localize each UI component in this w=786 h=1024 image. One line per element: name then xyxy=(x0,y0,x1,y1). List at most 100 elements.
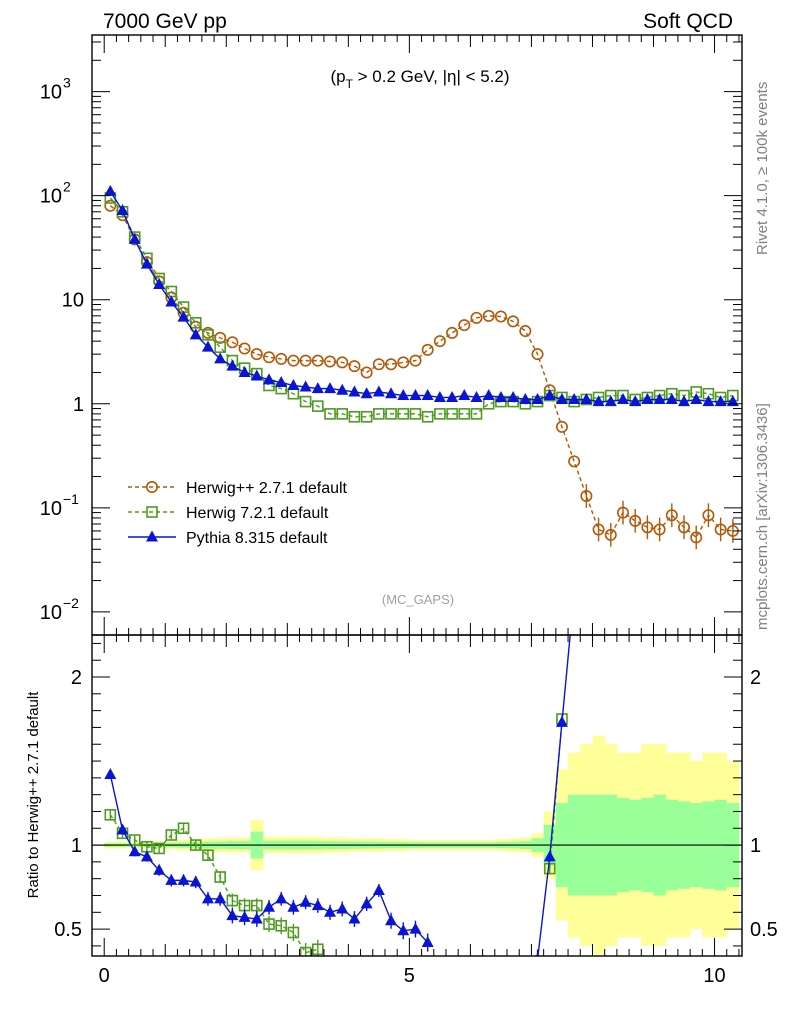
data-point-triangle xyxy=(690,392,703,404)
data-point-square xyxy=(189,317,202,329)
data-point-circle xyxy=(397,356,410,369)
data-point-triangle xyxy=(299,380,312,392)
data-point-triangle xyxy=(482,389,495,401)
data-point-square xyxy=(202,329,214,341)
ratio-point-triangle xyxy=(116,823,129,835)
data-point-circle xyxy=(385,358,398,371)
data-point-triangle xyxy=(140,257,153,269)
ratio-frame xyxy=(91,634,743,957)
data-point-triangle xyxy=(275,376,288,388)
ratio-point-triangle xyxy=(140,850,153,862)
ratio-point-triangle xyxy=(128,845,141,857)
data-point-triangle xyxy=(250,369,263,381)
legend-marker-triangle xyxy=(146,530,158,542)
main-y-tick-label: 10 xyxy=(40,82,62,104)
ratio-point-triangle xyxy=(397,924,410,936)
data-point-circle xyxy=(250,348,263,361)
data-point-triangle xyxy=(153,278,166,290)
data-point-circle xyxy=(409,354,422,367)
data-point-circle xyxy=(653,523,666,536)
data-point-square xyxy=(312,400,324,412)
ratio-series-square xyxy=(104,713,568,956)
ratio-point-triangle xyxy=(226,909,239,921)
data-point-circle xyxy=(714,523,727,536)
data-point-square xyxy=(336,408,349,420)
data-point-triangle xyxy=(372,385,385,397)
data-point-circle xyxy=(592,523,605,536)
legend: Herwig++ 2.7.1 default Herwig 7.2.1 defau… xyxy=(128,480,348,547)
ratio-point-triangle xyxy=(287,900,300,912)
data-point-triangle xyxy=(336,383,349,395)
ratio-point-square xyxy=(104,809,117,821)
data-point-square xyxy=(434,408,446,420)
ratio-clipped-group xyxy=(92,635,742,956)
data-point-circle xyxy=(580,489,593,502)
main-y-tick-exponent: −2 xyxy=(63,595,79,611)
ratio-panel: 0.5 0.5 1 1 2 2 0 5 10 Ratio to Herwig++ 2.7.1 d… xyxy=(25,634,778,987)
data-point-square xyxy=(470,408,483,420)
data-point-triangle xyxy=(324,382,337,394)
data-point-circle xyxy=(421,343,434,356)
x-tick-label: 10 xyxy=(703,965,725,987)
data-point-circle xyxy=(360,366,373,379)
data-point-circle xyxy=(311,354,324,367)
data-point-circle xyxy=(104,199,117,212)
data-point-triangle xyxy=(665,392,678,404)
ratio-point-triangle xyxy=(324,905,337,917)
ratio-point-triangle xyxy=(165,873,178,885)
data-point-triangle xyxy=(604,395,617,407)
data-point-triangle xyxy=(128,232,141,244)
data-point-triangle xyxy=(311,382,324,394)
x-tick-label: 5 xyxy=(404,965,415,987)
data-point-square xyxy=(421,410,434,423)
data-point-triangle xyxy=(116,204,129,216)
main-y-tick-label: 1 xyxy=(73,394,84,416)
ratio-y-tick-label-right: 0.5 xyxy=(750,919,778,941)
ratio-point-triangle xyxy=(409,922,422,934)
data-point-triangle xyxy=(189,328,202,340)
ratio-point-triangle xyxy=(348,912,361,924)
data-point-square xyxy=(324,408,336,420)
data-point-circle xyxy=(372,358,385,371)
series-line-circle xyxy=(109,205,733,539)
data-point-circle xyxy=(702,509,715,522)
data-point-triangle xyxy=(385,387,398,399)
ratio-point-triangle xyxy=(177,873,190,885)
data-point-circle xyxy=(604,528,617,541)
cut-annotation: (pT > 0.2 GeV, |η| < 5.2) xyxy=(330,67,509,91)
header-right: Soft QCD xyxy=(643,10,733,33)
series-triangle xyxy=(104,184,739,407)
main-y-tick-label: 10 xyxy=(40,498,62,520)
data-point-triangle xyxy=(238,365,251,377)
main-y-tick-label: 10 xyxy=(40,602,62,624)
ratio-point-square xyxy=(287,926,300,939)
data-point-square xyxy=(397,408,410,420)
data-point-square xyxy=(446,408,458,420)
main-y-tick-exponent: −1 xyxy=(63,491,79,507)
data-point-triangle xyxy=(543,389,556,401)
ratio-y-tick-label-right: 1 xyxy=(750,835,761,857)
ratio-point-triangle xyxy=(275,892,288,904)
legend-label: Pythia 8.315 default xyxy=(186,530,328,547)
ratio-point-triangle xyxy=(104,767,117,779)
data-point-triangle xyxy=(519,392,532,404)
ratio-point-triangle xyxy=(250,912,263,924)
data-point-triangle xyxy=(433,390,446,402)
ratio-point-triangle xyxy=(543,850,556,862)
data-point-triangle xyxy=(165,295,178,307)
data-point-square xyxy=(458,408,471,420)
ratio-axes: 0.5 0.5 1 1 2 2 0 5 10 xyxy=(54,635,778,987)
main-y-tick-label: 10 xyxy=(40,186,62,208)
data-point-circle xyxy=(458,319,471,332)
ratio-plot-marks xyxy=(92,635,742,956)
data-point-circle xyxy=(678,521,691,534)
data-point-square xyxy=(373,408,385,420)
analysis-watermark: (MC_GAPS) xyxy=(382,592,454,607)
data-point-circle xyxy=(470,311,483,324)
data-point-circle xyxy=(214,331,227,344)
ratio-line-square xyxy=(109,814,319,954)
data-point-triangle xyxy=(360,387,373,399)
ratio-point-triangle xyxy=(535,952,540,956)
mcplots-label: mcplots.cern.ch [arXiv:1306.3436] xyxy=(754,403,771,630)
